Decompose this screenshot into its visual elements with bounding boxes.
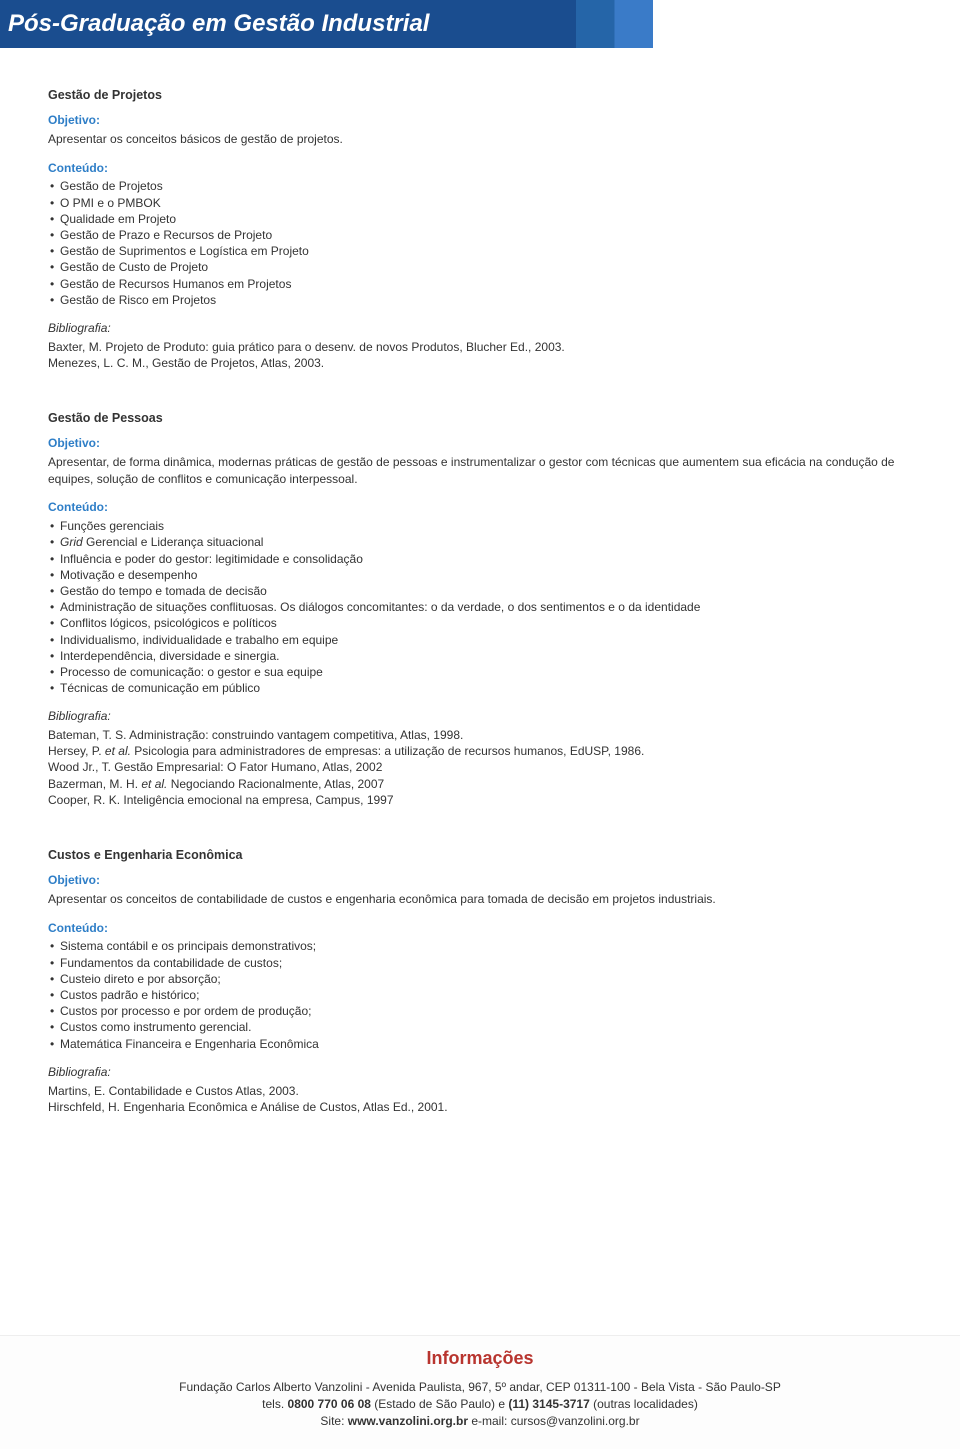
page-header: Pós-Graduação em Gestão Industrial <box>0 0 960 48</box>
list-item: Influência e poder do gestor: legitimida… <box>48 551 912 567</box>
list-item: Custos por processo e por ordem de produ… <box>48 1003 912 1019</box>
bibliografia-label: Bibliografia: <box>48 708 912 725</box>
bibliografia-line: Hersey, P. et al. Psicologia para admini… <box>48 743 912 759</box>
section-gestao-projetos: Gestão de Projetos Objetivo: Apresentar … <box>48 88 912 371</box>
bibliografia-line: Hirschfeld, H. Engenharia Econômica e An… <box>48 1099 912 1115</box>
conteudo-list: Gestão de Projetos O PMI e o PMBOK Quali… <box>48 178 912 308</box>
objetivo-block: Objetivo: Apresentar os conceitos básico… <box>48 112 912 148</box>
bibliografia-block: Bibliografia: Baxter, M. Projeto de Prod… <box>48 320 912 371</box>
section-title: Custos e Engenharia Econômica <box>48 848 912 862</box>
list-item: Custos padrão e histórico; <box>48 987 912 1003</box>
list-item: Sistema contábil e os principais demonst… <box>48 938 912 954</box>
section-title: Gestão de Pessoas <box>48 411 912 425</box>
list-item: Qualidade em Projeto <box>48 211 912 227</box>
section-gestao-pessoas: Gestão de Pessoas Objetivo: Apresentar, … <box>48 411 912 808</box>
bibliografia-line: Martins, E. Contabilidade e Custos Atlas… <box>48 1083 912 1099</box>
conteudo-list: Funções gerenciais Grid Grid Gerencial e… <box>48 518 912 696</box>
list-item: Gestão de Suprimentos e Logística em Pro… <box>48 243 912 259</box>
list-item: Grid Grid Gerencial e Liderança situacio… <box>48 534 912 550</box>
list-item: Motivação e desempenho <box>48 567 912 583</box>
list-item: Custeio direto e por absorção; <box>48 971 912 987</box>
list-item: O PMI e o PMBOK <box>48 195 912 211</box>
bibliografia-line: Bateman, T. S. Administração: construind… <box>48 727 912 743</box>
footer-address: Fundação Carlos Alberto Vanzolini - Aven… <box>48 1379 912 1396</box>
section-custos: Custos e Engenharia Econômica Objetivo: … <box>48 848 912 1115</box>
page-title: Pós-Graduação em Gestão Industrial <box>8 10 429 38</box>
list-item: Custos como instrumento gerencial. <box>48 1019 912 1035</box>
list-item: Técnicas de comunicação em público <box>48 680 912 696</box>
objetivo-label: Objetivo: <box>48 435 912 452</box>
objetivo-block: Objetivo: Apresentar, de forma dinâmica,… <box>48 435 912 487</box>
content-area: Gestão de Projetos Objetivo: Apresentar … <box>0 48 960 1175</box>
bibliografia-label: Bibliografia: <box>48 1064 912 1081</box>
objetivo-label: Objetivo: <box>48 112 912 129</box>
conteudo-label: Conteúdo: <box>48 160 912 177</box>
conteudo-label: Conteúdo: <box>48 499 912 516</box>
bibliografia-block: Bibliografia: Bateman, T. S. Administraç… <box>48 708 912 808</box>
footer-phones: tels. 0800 770 06 08 (Estado de São Paul… <box>48 1396 912 1413</box>
conteudo-block: Conteúdo: Gestão de Projetos O PMI e o P… <box>48 160 912 308</box>
list-item: Individualismo, individualidade e trabal… <box>48 632 912 648</box>
conteudo-label: Conteúdo: <box>48 920 912 937</box>
objetivo-text: Apresentar, de forma dinâmica, modernas … <box>48 455 894 486</box>
list-item: Funções gerenciais <box>48 518 912 534</box>
objetivo-block: Objetivo: Apresentar os conceitos de con… <box>48 872 912 908</box>
list-item: Gestão de Projetos <box>48 178 912 194</box>
bibliografia-line: Baxter, M. Projeto de Produto: guia prát… <box>48 339 912 355</box>
list-item: Gestão do tempo e tomada de decisão <box>48 583 912 599</box>
list-item: Gestão de Custo de Projeto <box>48 259 912 275</box>
footer-title: Informações <box>48 1348 912 1369</box>
list-item: Gestão de Recursos Humanos em Projetos <box>48 276 912 292</box>
bibliografia-line: Bazerman, M. H. et al. Negociando Racion… <box>48 776 912 792</box>
list-item: Matemática Financeira e Engenharia Econô… <box>48 1036 912 1052</box>
list-item: Gestão de Prazo e Recursos de Projeto <box>48 227 912 243</box>
bibliografia-line: Wood Jr., T. Gestão Empresarial: O Fator… <box>48 759 912 775</box>
list-item: Processo de comunicação: o gestor e sua … <box>48 664 912 680</box>
conteudo-block: Conteúdo: Funções gerenciais Grid Grid G… <box>48 499 912 696</box>
bibliografia-block: Bibliografia: Martins, E. Contabilidade … <box>48 1064 912 1115</box>
objetivo-text: Apresentar os conceitos de contabilidade… <box>48 892 716 906</box>
conteudo-block: Conteúdo: Sistema contábil e os principa… <box>48 920 912 1052</box>
bibliografia-line: Menezes, L. C. M., Gestão de Projetos, A… <box>48 355 912 371</box>
page-footer: Informações Fundação Carlos Alberto Vanz… <box>0 1335 960 1449</box>
bibliografia-line: Cooper, R. K. Inteligência emocional na … <box>48 792 912 808</box>
list-item: Conflitos lógicos, psicológicos e políti… <box>48 615 912 631</box>
bibliografia-label: Bibliografia: <box>48 320 912 337</box>
list-item: Interdependência, diversidade e sinergia… <box>48 648 912 664</box>
list-item: Fundamentos da contabilidade de custos; <box>48 955 912 971</box>
objetivo-label: Objetivo: <box>48 872 912 889</box>
list-item: Administração de situações conflituosas.… <box>48 599 912 615</box>
conteudo-list: Sistema contábil e os principais demonst… <box>48 938 912 1051</box>
list-item: Gestão de Risco em Projetos <box>48 292 912 308</box>
section-title: Gestão de Projetos <box>48 88 912 102</box>
footer-site-email: Site: www.vanzolini.org.br e-mail: curso… <box>48 1413 912 1430</box>
objetivo-text: Apresentar os conceitos básicos de gestã… <box>48 132 343 146</box>
